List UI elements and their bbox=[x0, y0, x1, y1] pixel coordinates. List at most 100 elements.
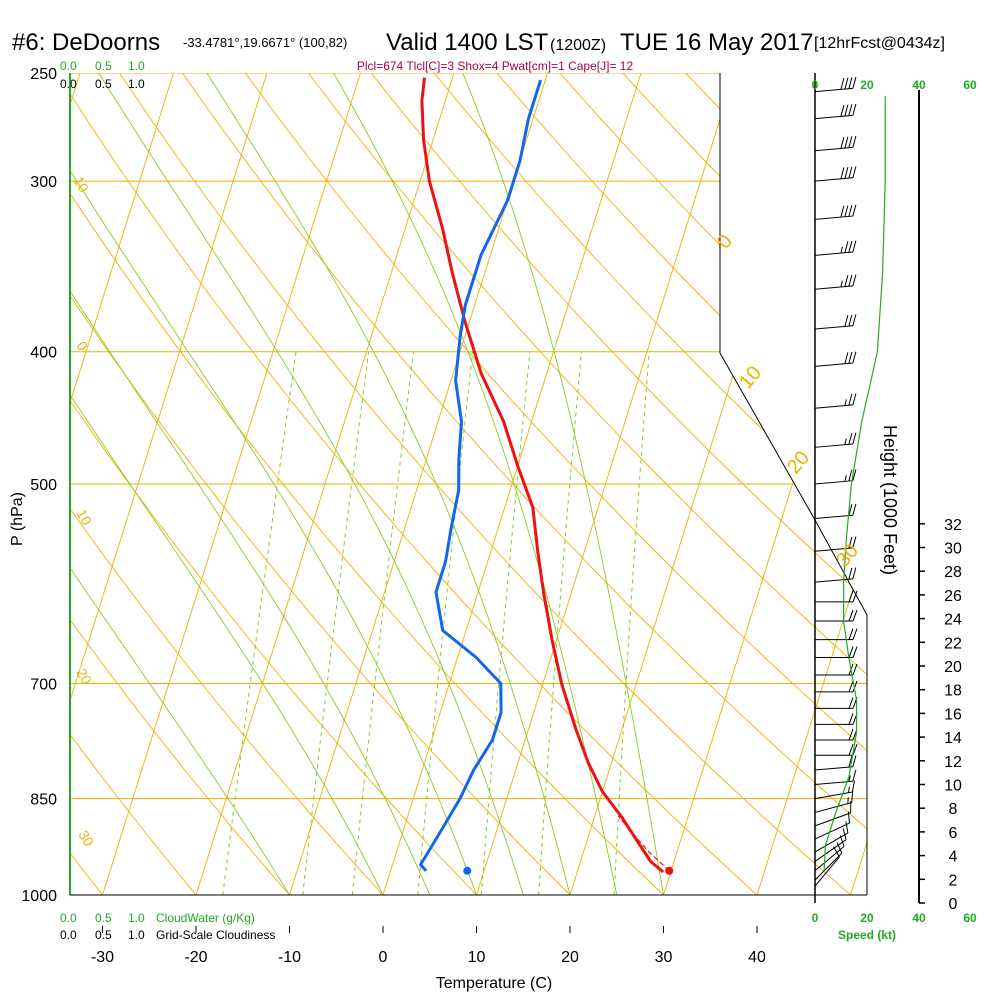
height-tick: 8 bbox=[949, 801, 958, 818]
barb-flag bbox=[852, 432, 857, 445]
wind-barb bbox=[814, 351, 857, 367]
dry-adiabat-line bbox=[811, 73, 867, 895]
speed-top-0: 0 bbox=[812, 78, 819, 92]
height-tick: 6 bbox=[949, 825, 958, 842]
cloud-scale-top: 0.0 0.5 1.0 0.0 0.5 1.0 bbox=[60, 59, 145, 91]
barb-flag bbox=[852, 536, 857, 549]
barb-flag bbox=[852, 769, 857, 782]
dry-adiabat-line bbox=[70, 73, 695, 895]
cloud-scale-bottom: 0.0 0.5 1.0 CloudWater (g/Kg) 0.0 0.5 1.… bbox=[60, 911, 275, 942]
barb-flag bbox=[844, 136, 849, 149]
height-tick: 20 bbox=[944, 659, 962, 676]
barb-flag bbox=[848, 713, 854, 725]
temperature-profile bbox=[420, 77, 665, 874]
barb-flag bbox=[844, 77, 849, 90]
plot-frame bbox=[69, 73, 920, 903]
isotherm-label-large: 30 bbox=[832, 540, 863, 571]
height-tick: 32 bbox=[944, 517, 962, 534]
height-tick: 26 bbox=[944, 588, 962, 605]
barb-flag bbox=[852, 103, 857, 116]
wind-barb bbox=[814, 135, 857, 152]
barb-flag bbox=[848, 240, 853, 253]
barb-flag bbox=[848, 469, 853, 482]
speed-top-1: 20 bbox=[860, 78, 874, 92]
barb-flag bbox=[852, 76, 857, 89]
height-tick: 0 bbox=[949, 896, 958, 913]
wind-barb bbox=[814, 314, 857, 330]
bottom-cloud-1: 0.5 bbox=[95, 928, 112, 942]
barb-staff bbox=[814, 362, 853, 367]
barb-flag bbox=[851, 790, 854, 803]
isotherm-label-large: 20 bbox=[783, 447, 814, 478]
wind-speed-profile bbox=[823, 96, 886, 871]
pressure-tick-400: 400 bbox=[30, 345, 57, 362]
dry-adiabat-line bbox=[937, 73, 1000, 924]
barb-staff bbox=[814, 325, 853, 330]
barb-flag bbox=[848, 536, 853, 549]
bottom-water-2: 1.0 bbox=[128, 911, 145, 925]
wind-barb bbox=[815, 728, 858, 741]
barb-staff bbox=[814, 839, 847, 862]
wind-barb bbox=[814, 204, 857, 220]
barb-flag bbox=[844, 104, 849, 117]
cloud-water-label: CloudWater (g/Kg) bbox=[156, 911, 255, 925]
barb-staff bbox=[814, 812, 851, 827]
barb-staff bbox=[814, 822, 850, 840]
height-tick: 14 bbox=[944, 730, 962, 747]
station-coords: -33.4781°,19.6671° (100,82) bbox=[183, 35, 347, 50]
barb-staff bbox=[814, 852, 843, 881]
barb-flag bbox=[848, 204, 853, 217]
wind-barbs bbox=[814, 76, 858, 887]
barb-flag bbox=[852, 663, 858, 676]
barb-flag bbox=[848, 728, 854, 741]
height-tick: 30 bbox=[944, 541, 962, 558]
bottom-cloud-2: 1.0 bbox=[128, 928, 145, 942]
moist-adiabat-line bbox=[319, 73, 618, 895]
barb-staff bbox=[814, 87, 853, 93]
speed-bottom-1: 20 bbox=[860, 911, 874, 925]
isotherm-line bbox=[756, 73, 867, 895]
isotherm-label: 10 bbox=[70, 174, 92, 196]
station-title: #6: DeDoorns bbox=[12, 29, 160, 56]
temp-tick: -20 bbox=[184, 949, 207, 966]
dry-adiabat-line bbox=[559, 73, 867, 895]
wind-barb bbox=[814, 274, 857, 290]
mixing-ratio-label: 8 bbox=[467, 905, 485, 921]
speed-axis-top: 0 20 40 60 bbox=[812, 78, 977, 92]
temp-tick: 0 bbox=[379, 949, 388, 966]
wind-barb bbox=[814, 469, 857, 485]
dry-adiabat-line bbox=[70, 73, 411, 895]
barb-flag bbox=[844, 205, 849, 217]
barb-flag bbox=[848, 166, 853, 179]
barb-staff bbox=[814, 251, 853, 256]
barb-flag bbox=[848, 744, 854, 756]
wind-barb bbox=[815, 628, 858, 641]
dry-adiabat-line bbox=[496, 73, 867, 895]
pressure-tick-500: 500 bbox=[30, 477, 57, 494]
wind-barb bbox=[814, 503, 857, 520]
barb-staff bbox=[814, 832, 849, 853]
barb-flag bbox=[852, 274, 857, 287]
frame-slant bbox=[719, 352, 868, 895]
speed-bottom-3: 60 bbox=[963, 911, 977, 925]
isotherm-label-large: 0 bbox=[713, 231, 737, 254]
barb-flag bbox=[848, 567, 853, 580]
isotherm-label: 10 bbox=[73, 507, 95, 529]
dry-adiabat-line bbox=[70, 73, 790, 895]
barb-flag bbox=[848, 274, 853, 287]
wind-barb bbox=[815, 590, 858, 603]
mixing-ratio-line bbox=[222, 351, 297, 895]
wind-barb bbox=[815, 609, 858, 622]
moist-adiabat-line bbox=[452, 73, 664, 895]
speed-top-3: 60 bbox=[963, 78, 977, 92]
barb-flag bbox=[848, 393, 853, 406]
barb-flag bbox=[848, 77, 853, 89]
top-water-1: 0.5 bbox=[95, 59, 112, 73]
pressure-tick-1000: 1000 bbox=[21, 888, 57, 905]
moist-adiabat-line bbox=[83, 73, 524, 895]
barb-flag bbox=[848, 351, 853, 364]
mixing-ratio-line bbox=[613, 351, 650, 895]
barb-flag bbox=[848, 504, 853, 516]
temp-tick: 10 bbox=[468, 949, 486, 966]
barb-staff bbox=[814, 480, 853, 485]
